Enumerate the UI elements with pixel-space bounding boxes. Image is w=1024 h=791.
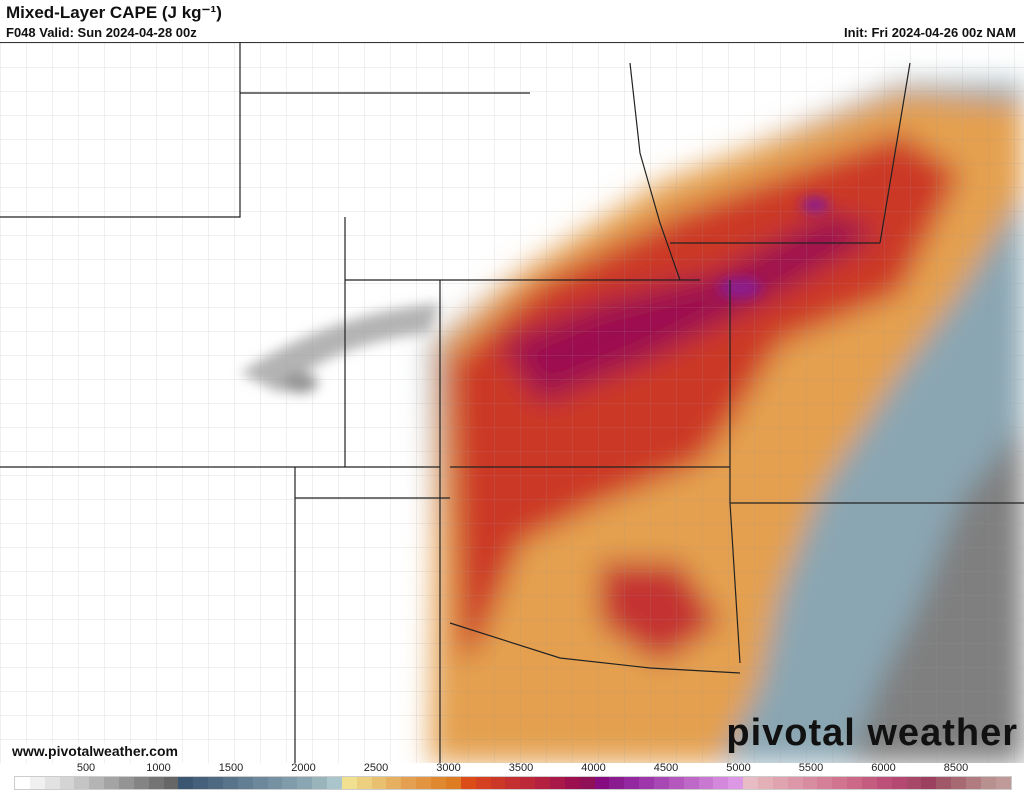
colorbar-swatch bbox=[653, 777, 669, 789]
colorbar-swatch bbox=[416, 777, 432, 789]
colorbar-swatch bbox=[445, 777, 461, 789]
colorbar-label: 8500 bbox=[943, 762, 969, 774]
pivotal-weather-logo: pivotal weather bbox=[726, 712, 1018, 754]
colorbar-swatch bbox=[713, 777, 729, 789]
colorbar-swatch bbox=[163, 777, 179, 789]
colorbar-swatch bbox=[564, 777, 580, 789]
colorbar-swatch bbox=[817, 777, 833, 789]
colorbar-swatch bbox=[802, 777, 818, 789]
colorbar-swatch bbox=[475, 777, 491, 789]
colorbar-swatch bbox=[743, 777, 758, 789]
state-borders bbox=[0, 43, 1024, 763]
colorbar-swatch bbox=[787, 777, 803, 789]
colorbar-swatch bbox=[876, 777, 892, 789]
website-url: www.pivotalweather.com bbox=[12, 743, 178, 759]
colorbar-swatch bbox=[757, 777, 773, 789]
colorbar-swatch bbox=[906, 777, 922, 789]
colorbar-swatch bbox=[520, 777, 536, 789]
init-time: Init: Fri 2024-04-26 00z NAM bbox=[844, 25, 1016, 40]
colorbar-label: 3000 bbox=[436, 762, 461, 774]
colorbar-label: 5000 bbox=[726, 762, 751, 774]
colorbar-swatch bbox=[193, 777, 209, 789]
colorbar-swatch bbox=[312, 777, 328, 789]
colorbar-swatch bbox=[490, 777, 506, 789]
colorbar-swatch bbox=[223, 777, 238, 789]
colorbar-swatch bbox=[966, 777, 981, 789]
colorbar-swatch bbox=[549, 777, 565, 789]
colorbar-swatch bbox=[356, 777, 372, 789]
colorbar-swatch bbox=[505, 777, 521, 789]
colorbar-swatch bbox=[535, 777, 550, 789]
colorbar-swatch bbox=[980, 777, 996, 789]
colorbar-swatch bbox=[104, 777, 120, 789]
colorbar-swatch bbox=[579, 777, 595, 789]
colorbar-swatch bbox=[668, 777, 684, 789]
colorbar-swatch bbox=[891, 777, 907, 789]
colorbar-swatch bbox=[133, 777, 149, 789]
colorbar-swatch bbox=[639, 777, 654, 789]
colorbar-swatch bbox=[29, 777, 45, 789]
colorbar-label: 500 bbox=[76, 762, 96, 774]
colorbar-label: 1000 bbox=[146, 762, 171, 774]
colorbar-swatch bbox=[89, 777, 105, 789]
colorbar-swatch bbox=[431, 777, 446, 789]
colorbar-label: 2500 bbox=[363, 762, 389, 774]
colorbar-swatch bbox=[237, 777, 253, 789]
colorbar-swatch bbox=[772, 777, 788, 789]
colorbar-swatch bbox=[15, 777, 30, 789]
colorbar-swatch bbox=[327, 777, 342, 789]
colorbar-swatch bbox=[683, 777, 699, 789]
colorbar-swatch bbox=[624, 777, 640, 789]
colorbar-label: 1500 bbox=[218, 762, 244, 774]
colorbar-swatch bbox=[208, 777, 224, 789]
colorbar-swatch bbox=[148, 777, 164, 789]
colorbar bbox=[14, 776, 1012, 790]
colorbar-swatch bbox=[341, 777, 357, 789]
map-title: Mixed-Layer CAPE (J kg⁻¹) bbox=[6, 3, 222, 22]
colorbar-swatch bbox=[74, 777, 90, 789]
colorbar-swatch bbox=[951, 777, 966, 789]
colorbar-swatch bbox=[832, 777, 848, 789]
colorbar-swatch bbox=[44, 777, 60, 789]
cape-map[interactable] bbox=[0, 42, 1024, 763]
colorbar-swatch bbox=[921, 777, 937, 789]
colorbar-labels: 500 1000 1500 2000 2500 3000 3500 4000 4500 5000 5… bbox=[0, 762, 1024, 776]
colorbar-swatch bbox=[609, 777, 625, 789]
colorbar-swatch bbox=[594, 777, 610, 789]
colorbar-label: 5500 bbox=[798, 762, 824, 774]
colorbar-swatch bbox=[995, 777, 1011, 789]
colorbar-label: 4500 bbox=[653, 762, 679, 774]
colorbar-swatch bbox=[728, 777, 744, 789]
colorbar-swatch bbox=[847, 777, 862, 789]
colorbar-swatch bbox=[401, 777, 417, 789]
colorbar-swatch bbox=[178, 777, 194, 789]
valid-time: F048 Valid: Sun 2024-04-28 00z bbox=[6, 25, 197, 40]
colorbar-swatch bbox=[386, 777, 402, 789]
colorbar-swatch bbox=[267, 777, 283, 789]
colorbar-swatch bbox=[282, 777, 298, 789]
colorbar-swatch bbox=[936, 777, 952, 789]
colorbar-label: 3500 bbox=[508, 762, 534, 774]
colorbar-swatch bbox=[371, 777, 387, 789]
colorbar-swatch bbox=[119, 777, 134, 789]
colorbar-label: 2000 bbox=[291, 762, 316, 774]
colorbar-swatch bbox=[861, 777, 877, 789]
colorbar-swatch bbox=[59, 777, 75, 789]
colorbar-swatch bbox=[698, 777, 714, 789]
colorbar-label: 4000 bbox=[581, 762, 606, 774]
colorbar-swatch bbox=[460, 777, 476, 789]
colorbar-swatch bbox=[252, 777, 268, 789]
colorbar-swatch bbox=[297, 777, 313, 789]
colorbar-label: 6000 bbox=[871, 762, 896, 774]
